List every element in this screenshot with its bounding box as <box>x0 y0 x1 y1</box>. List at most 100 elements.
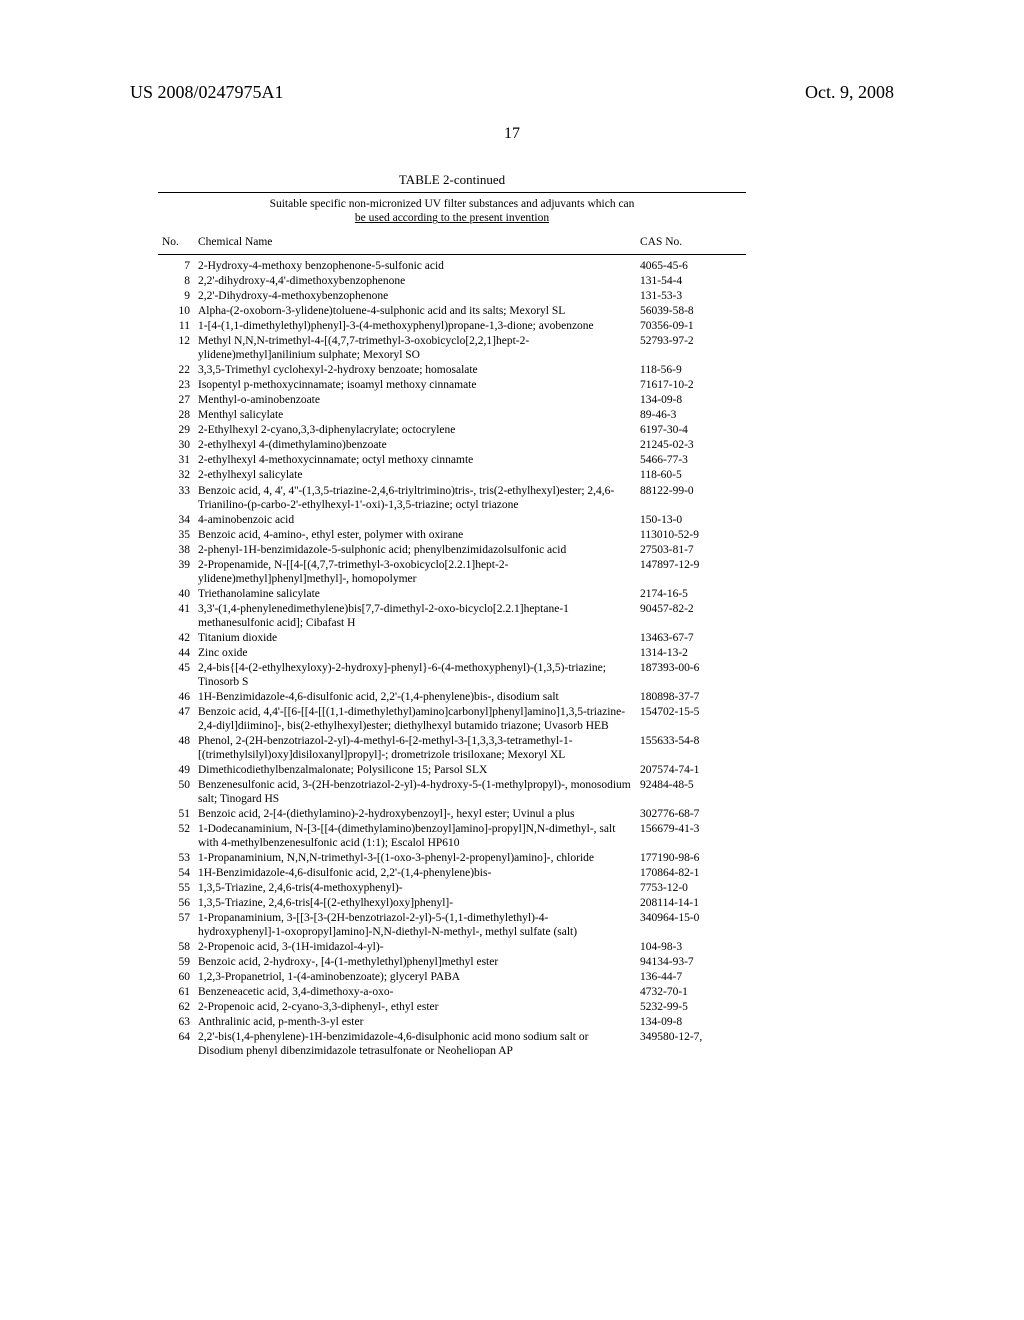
cell-chemical-name: 2-Hydroxy-4-methoxy benzophenone-5-sulfo… <box>194 259 636 274</box>
cell-cas-no: 118-56-9 <box>636 363 746 378</box>
cell-chemical-name: Menthyl-o-aminobenzoate <box>194 393 636 408</box>
cell-cas-no: 208114-14-1 <box>636 895 746 910</box>
cell-no: 61 <box>158 985 194 1000</box>
cell-no: 40 <box>158 586 194 601</box>
table-body: 72-Hydroxy-4-methoxy benzophenone-5-sulf… <box>158 254 746 1059</box>
cell-chemical-name: 1,3,5-Triazine, 2,4,6-tris(4-methoxyphen… <box>194 880 636 895</box>
cell-no: 60 <box>158 970 194 985</box>
cell-cas-no: 150-13-0 <box>636 512 746 527</box>
cell-no: 28 <box>158 408 194 423</box>
cell-cas-no: 92484-48-5 <box>636 777 746 806</box>
cell-no: 23 <box>158 378 194 393</box>
cell-chemical-name: 3,3'-(1,4-phenylenedimethylene)bis[7,7-d… <box>194 601 636 630</box>
table-row: 23Isopentyl p-methoxycinnamate; isoamyl … <box>158 378 746 393</box>
cell-chemical-name: Benzeneacetic acid, 3,4-dimethoxy-a-oxo- <box>194 985 636 1000</box>
table-title: TABLE 2-continued <box>158 172 746 188</box>
cell-chemical-name: Benzenesulfonic acid, 3-(2H-benzotriazol… <box>194 777 636 806</box>
uv-filter-table: No. Chemical Name CAS No. 72-Hydroxy-4-m… <box>158 229 746 1059</box>
cell-chemical-name: 1H-Benzimidazole-4,6-disulfonic acid, 2,… <box>194 865 636 880</box>
table-row: 51Benzoic acid, 2-[4-(diethylamino)-2-hy… <box>158 806 746 821</box>
cell-cas-no: 207574-74-1 <box>636 762 746 777</box>
cell-no: 30 <box>158 438 194 453</box>
table-row: 344-aminobenzoic acid150-13-0 <box>158 512 746 527</box>
table-row: 12Methyl N,N,N-trimethyl-4-[(4,7,7-trime… <box>158 334 746 363</box>
col-header-no: No. <box>158 229 194 254</box>
cell-chemical-name: 1,2,3-Propanetriol, 1-(4-aminobenzoate);… <box>194 970 636 985</box>
cell-cas-no: 302776-68-7 <box>636 806 746 821</box>
cell-chemical-name: 2-ethylhexyl 4-(dimethylamino)benzoate <box>194 438 636 453</box>
table-row: 413,3'-(1,4-phenylenedimethylene)bis[7,7… <box>158 601 746 630</box>
cell-chemical-name: 1H-Benzimidazole-4,6-disulfonic acid, 2,… <box>194 689 636 704</box>
cell-cas-no: 134-09-8 <box>636 393 746 408</box>
cell-chemical-name: Menthyl salicylate <box>194 408 636 423</box>
cell-no: 35 <box>158 527 194 542</box>
cell-chemical-name: Benzoic acid, 4,4'-[[6-[[4-[[(1,1-dimeth… <box>194 704 636 733</box>
cell-chemical-name: 1-Propanaminium, 3-[[3-[3-(2H-benzotriaz… <box>194 910 636 939</box>
cell-chemical-name: Benzoic acid, 2-hydroxy-, [4-(1-methylet… <box>194 955 636 970</box>
cell-no: 33 <box>158 483 194 512</box>
cell-no: 38 <box>158 542 194 557</box>
cell-no: 11 <box>158 319 194 334</box>
cell-no: 53 <box>158 850 194 865</box>
col-header-cas: CAS No. <box>636 229 746 254</box>
caption-line1: Suitable specific non-micronized UV filt… <box>270 198 635 210</box>
table-row: 111-[4-(1,1-dimethylethyl)phenyl]-3-(4-m… <box>158 319 746 334</box>
cell-chemical-name: Alpha-(2-oxoborn-3-ylidene)toluene-4-sul… <box>194 304 636 319</box>
table-row: 10Alpha-(2-oxoborn-3-ylidene)toluene-4-s… <box>158 304 746 319</box>
table-row: 521-Dodecanaminium, N-[3-[[4-(dimethylam… <box>158 821 746 850</box>
cell-cas-no: 134-09-8 <box>636 1015 746 1030</box>
cell-cas-no: 70356-09-1 <box>636 319 746 334</box>
table-row: 382-phenyl-1H-benzimidazole-5-sulphonic … <box>158 542 746 557</box>
cell-chemical-name: 4-aminobenzoic acid <box>194 512 636 527</box>
cell-cas-no: 118-60-5 <box>636 468 746 483</box>
cell-cas-no: 187393-00-6 <box>636 660 746 689</box>
cell-no: 46 <box>158 689 194 704</box>
table-row: 50Benzenesulfonic acid, 3-(2H-benzotriaz… <box>158 777 746 806</box>
cell-cas-no: 154702-15-5 <box>636 704 746 733</box>
cell-no: 29 <box>158 423 194 438</box>
table-row: 47Benzoic acid, 4,4'-[[6-[[4-[[(1,1-dime… <box>158 704 746 733</box>
cell-no: 49 <box>158 762 194 777</box>
cell-chemical-name: Dimethicodiethylbenzalmalonate; Polysili… <box>194 762 636 777</box>
cell-cas-no: 21245-02-3 <box>636 438 746 453</box>
table-row: 42Titanium dioxide13463-67-7 <box>158 630 746 645</box>
cell-chemical-name: 2-ethylhexyl 4-methoxycinnamate; octyl m… <box>194 453 636 468</box>
cell-chemical-name: 3,3,5-Trimethyl cyclohexyl-2-hydroxy ben… <box>194 363 636 378</box>
cell-chemical-name: 2-ethylhexyl salicylate <box>194 468 636 483</box>
cell-no: 54 <box>158 865 194 880</box>
cell-no: 22 <box>158 363 194 378</box>
cell-no: 12 <box>158 334 194 363</box>
cell-cas-no: 4065-45-6 <box>636 259 746 274</box>
cell-chemical-name: Methyl N,N,N-trimethyl-4-[(4,7,7-trimeth… <box>194 334 636 363</box>
cell-cas-no: 71617-10-2 <box>636 378 746 393</box>
cell-cas-no: 5232-99-5 <box>636 1000 746 1015</box>
cell-cas-no: 136-44-7 <box>636 970 746 985</box>
cell-no: 51 <box>158 806 194 821</box>
cell-chemical-name: 1,3,5-Triazine, 2,4,6-tris[4-[(2-ethylhe… <box>194 895 636 910</box>
table-row: 61Benzeneacetic acid, 3,4-dimethoxy-a-ox… <box>158 985 746 1000</box>
page-number: 17 <box>0 125 1024 143</box>
cell-cas-no: 177190-98-6 <box>636 850 746 865</box>
cell-chemical-name: 2-Ethylhexyl 2-cyano,3,3-diphenylacrylat… <box>194 423 636 438</box>
cell-cas-no: 5466-77-3 <box>636 453 746 468</box>
table-row: 292-Ethylhexyl 2-cyano,3,3-diphenylacryl… <box>158 423 746 438</box>
table-row: 49Dimethicodiethylbenzalmalonate; Polysi… <box>158 762 746 777</box>
table-row: 601,2,3-Propanetriol, 1-(4-aminobenzoate… <box>158 970 746 985</box>
cell-chemical-name: Isopentyl p-methoxycinnamate; isoamyl me… <box>194 378 636 393</box>
table-caption: Suitable specific non-micronized UV filt… <box>158 193 746 229</box>
cell-chemical-name: 2,2'-dihydroxy-4,4'-dimethoxybenzophenon… <box>194 274 636 289</box>
table-row: 622-Propenoic acid, 2-cyano-3,3-diphenyl… <box>158 1000 746 1015</box>
cell-chemical-name: Phenol, 2-(2H-benzotriazol-2-yl)-4-methy… <box>194 733 636 762</box>
cell-cas-no: 155633-54-8 <box>636 733 746 762</box>
table-row: 461H-Benzimidazole-4,6-disulfonic acid, … <box>158 689 746 704</box>
cell-no: 8 <box>158 274 194 289</box>
cell-cas-no: 349580-12-7, <box>636 1030 746 1059</box>
cell-cas-no: 27503-81-7 <box>636 542 746 557</box>
cell-cas-no: 104-98-3 <box>636 939 746 954</box>
table-2-continued: TABLE 2-continued Suitable specific non-… <box>158 172 746 1059</box>
cell-no: 31 <box>158 453 194 468</box>
table-row: 63Anthralinic acid, p-menth-3-yl ester13… <box>158 1015 746 1030</box>
cell-cas-no: 89-46-3 <box>636 408 746 423</box>
cell-no: 59 <box>158 955 194 970</box>
cell-no: 58 <box>158 939 194 954</box>
